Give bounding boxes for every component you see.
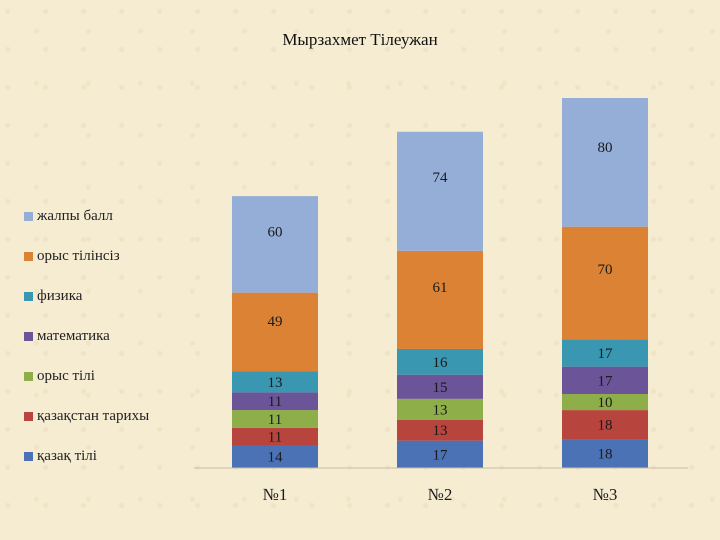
x-tick-label: №3 <box>593 485 618 504</box>
bar-segment <box>232 445 318 468</box>
legend-item: қазақ тілі <box>24 436 224 476</box>
chart-title: Мырзахмет Тілеужан <box>282 30 438 49</box>
bar-segment <box>232 196 318 293</box>
legend-item: орыс тілінсіз <box>24 236 224 276</box>
legend-swatch <box>24 411 33 421</box>
legend-swatch <box>24 451 33 461</box>
bar-segment <box>562 226 648 340</box>
data-label: 60 <box>268 225 283 241</box>
legend: жалпы балл орыс тілінсіз физика математика о… <box>24 196 224 476</box>
legend-swatch <box>24 291 33 301</box>
bar-segment <box>562 439 648 468</box>
bar-segment <box>562 410 648 440</box>
legend-item: математика <box>24 316 224 356</box>
bar-segment <box>562 394 648 411</box>
bar-segment <box>232 392 318 411</box>
bar-segment <box>397 398 483 420</box>
bar-segment <box>397 348 483 375</box>
data-label: 13 <box>433 423 448 439</box>
data-label: 49 <box>268 314 283 330</box>
data-label: 61 <box>433 280 448 296</box>
x-tick-label: №1 <box>263 485 288 504</box>
bar-segment <box>397 250 483 349</box>
bar-segment <box>232 371 318 393</box>
data-label: 11 <box>268 412 282 428</box>
legend-label: физика <box>37 287 83 304</box>
bar-segment <box>232 427 318 446</box>
data-label: 18 <box>598 418 613 434</box>
legend-label: орыс тілінсіз <box>37 247 120 264</box>
bar-segment <box>232 410 318 428</box>
bar-segment <box>562 98 648 227</box>
data-label: 17 <box>598 373 614 389</box>
data-label: 10 <box>598 395 613 411</box>
data-label: 11 <box>268 394 282 410</box>
x-tick-label: №2 <box>428 485 453 504</box>
legend-item: қазақстан тарихы <box>24 396 224 436</box>
legend-swatch <box>24 371 33 381</box>
legend-item: жалпы балл <box>24 196 224 236</box>
bar-segment <box>397 374 483 399</box>
bar-segment <box>232 292 318 372</box>
legend-swatch <box>24 211 33 221</box>
bar-segment <box>397 440 483 468</box>
legend-item: физика <box>24 276 224 316</box>
data-label: 16 <box>433 355 449 371</box>
data-label: 17 <box>598 346 614 362</box>
bar-segment <box>397 131 483 251</box>
data-label: 80 <box>598 140 613 156</box>
data-label: 74 <box>433 170 449 186</box>
legend-label: орыс тілі <box>37 367 95 384</box>
data-label: 17 <box>433 447 449 463</box>
data-label: 13 <box>268 375 283 391</box>
legend-label: қазақстан тарихы <box>37 407 150 424</box>
data-label: 14 <box>268 450 284 466</box>
bar-segment <box>562 339 648 367</box>
legend-label: қазақ тілі <box>37 447 97 464</box>
legend-item: орыс тілі <box>24 356 224 396</box>
data-label: 18 <box>598 447 613 463</box>
data-label: 70 <box>598 262 613 278</box>
data-label: 13 <box>433 402 448 418</box>
legend-label: математика <box>37 327 110 344</box>
legend-swatch <box>24 251 33 261</box>
data-label: 11 <box>268 430 282 446</box>
legend-swatch <box>24 331 33 341</box>
bar-segment <box>562 366 648 394</box>
bar-segment <box>397 419 483 441</box>
data-label: 15 <box>433 380 448 396</box>
legend-label: жалпы балл <box>37 207 113 224</box>
